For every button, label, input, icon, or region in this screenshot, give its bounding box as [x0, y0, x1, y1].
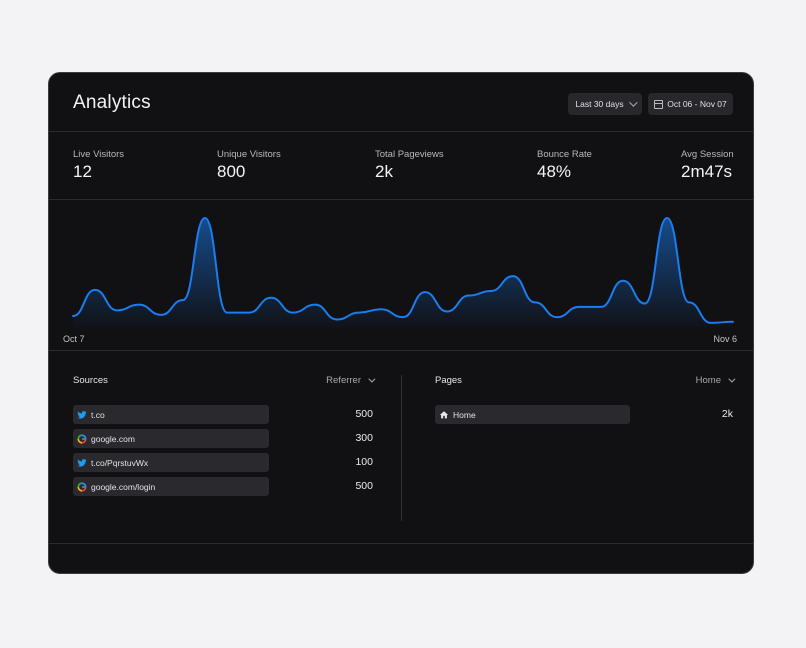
calendar-icon [654, 99, 664, 109]
chevron-down-icon [628, 98, 638, 107]
panel-divider [401, 375, 402, 521]
list-item-value: 500 [355, 408, 373, 420]
list-item-label: t.co/PqrstuvWx [91, 457, 149, 468]
stat-avg-session: Avg Session 2m47s [681, 149, 734, 182]
chart-series-line [72, 217, 734, 324]
chevron-down-icon [368, 375, 376, 383]
stat-value: 2m47s [681, 162, 733, 181]
stat-value: 48% [537, 162, 572, 181]
home-icon [439, 410, 449, 420]
footer-divider [49, 543, 753, 544]
list-item[interactable]: google.com 300 [73, 429, 373, 453]
visitors-chart: Oct 7 Nov 6 [49, 200, 753, 351]
list-item[interactable]: t.co/PqrstuvWx 100 [73, 453, 373, 477]
sources-title: Sources [73, 375, 108, 386]
chevron-down-icon [728, 375, 736, 383]
google-icon [77, 433, 87, 444]
list-item-value: 300 [355, 432, 373, 444]
chart-x-start-label: Oct 7 [63, 334, 85, 344]
list-item-label: google.com/login [91, 481, 156, 492]
referrer-dropdown-label: Referrer [326, 375, 361, 386]
list-item-bar: t.co/PqrstuvWx [73, 453, 269, 472]
list-item-label: google.com [91, 433, 135, 444]
header: Analytics Last 30 days Oct 06 - Nov 07 [49, 73, 753, 132]
list-item[interactable]: t.co 500 [73, 405, 373, 429]
date-picker-button[interactable]: Oct 06 - Nov 07 [648, 93, 733, 115]
chart-x-end-label: Nov 6 [713, 334, 737, 344]
stat-live-visitors: Live Visitors 12 [73, 149, 124, 182]
list-item-value: 500 [355, 480, 373, 492]
stat-label: Unique Visitors [217, 149, 281, 160]
pages-panel: Pages Home Home 2k [435, 373, 736, 429]
stat-value: 800 [217, 162, 246, 181]
stats-row: Live Visitors 12 Unique Visitors 800 Tot… [49, 131, 753, 200]
stat-value: 12 [73, 162, 92, 181]
stat-total-pageviews: Total Pageviews 2k [375, 149, 444, 182]
stat-label: Total Pageviews [375, 149, 444, 160]
list-item-bar: google.com [73, 429, 269, 448]
pages-filter-dropdown[interactable]: Home [695, 375, 736, 386]
stat-unique-visitors: Unique Visitors 800 [217, 149, 281, 182]
date-picker-label: Oct 06 - Nov 07 [667, 99, 727, 109]
referrer-dropdown[interactable]: Referrer [326, 375, 376, 386]
stat-label: Avg Session [681, 149, 734, 160]
date-range-label: Last 30 days [575, 99, 624, 109]
list-item-bar: t.co [73, 405, 269, 424]
list-item[interactable]: google.com/login 500 [73, 477, 373, 501]
pages-title: Pages [435, 375, 462, 386]
stat-bounce-rate: Bounce Rate 48% [537, 149, 592, 182]
pages-filter-label: Home [695, 375, 721, 386]
stat-label: Bounce Rate [537, 149, 592, 160]
visitors-chart-svg [72, 217, 734, 332]
list-item-label: t.co [91, 409, 105, 420]
list-item-value: 100 [355, 456, 373, 468]
list-item-value: 2k [721, 408, 733, 420]
list-item-bar: Home [435, 405, 631, 424]
list-item-label: Home [453, 409, 476, 420]
chart-area-fill [73, 218, 733, 332]
stat-label: Live Visitors [73, 149, 125, 160]
twitter-icon [77, 410, 87, 420]
analytics-card: Analytics Last 30 days Oct 06 - Nov 07 L… [48, 72, 754, 574]
list-item-bar: google.com/login [73, 477, 269, 496]
page-title: Analytics [73, 92, 151, 113]
google-icon [77, 481, 87, 492]
list-item[interactable]: Home 2k [435, 405, 733, 429]
twitter-icon [77, 458, 87, 468]
sources-panel: Sources Referrer t.co 500 google.com 300 t.c… [73, 373, 376, 501]
stat-value: 2k [375, 162, 393, 181]
date-range-dropdown[interactable]: Last 30 days [568, 93, 642, 115]
